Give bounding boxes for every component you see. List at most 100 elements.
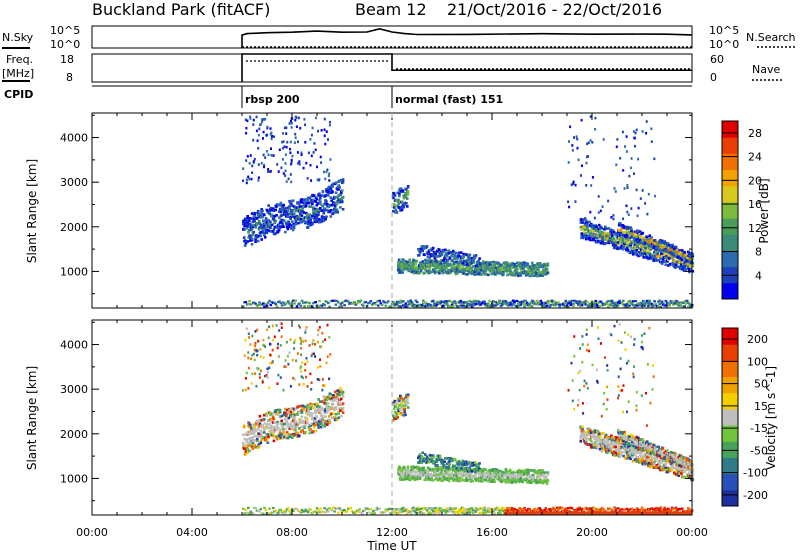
scatter-cell [288,302,291,305]
scatter-cell [512,303,515,306]
scatter-cell [470,305,474,308]
scatter-cell [270,430,273,433]
scatter-cell [629,243,632,247]
scatter-cell [493,264,496,268]
scatter-cell [330,199,333,202]
scatter-cell [448,473,452,476]
scatter-cell [594,299,598,303]
scatter-cell [668,251,672,254]
scatter-cell [298,302,301,305]
scatter-cell [402,473,405,476]
scatter-cell [687,259,690,263]
scatter-cell [438,248,441,251]
scatter-cell [523,263,526,266]
scatter-cell [442,259,445,262]
scatter-cell [632,300,635,303]
scatter-cell [626,184,629,187]
scatter-cell [452,469,455,472]
scatter-cell [428,258,432,262]
y-tick-label: 4000 [60,132,88,145]
scatter-cell [396,191,399,195]
scatter-cell [621,240,625,244]
scatter-cell [262,137,264,140]
scatter-cell [313,403,317,406]
scatter-cell [483,267,487,271]
scatter-cell [247,366,250,370]
scatter-cell [277,230,280,233]
scatter-cell [530,269,533,273]
scatter-cell [324,218,327,221]
scatter-cell [465,471,468,474]
scatter-cell [278,431,282,434]
scatter-cell [245,445,249,448]
scatter-cell [300,425,304,429]
scatter-cell [267,168,270,171]
scatter-cell [465,460,468,463]
scatter-cell [269,224,272,228]
scatter-cell [691,263,695,266]
colorbar-segment [722,201,738,219]
scatter-cell [504,300,508,303]
scatter-cell [435,255,438,259]
scatter-cell [456,462,459,466]
scatter-cell [531,473,535,477]
scatter-cell [341,402,345,405]
scatter-cell [294,338,297,342]
scatter-cell [478,472,481,476]
scatter-cell [660,254,664,258]
scatter-cell [530,261,534,265]
scatter-cell [515,270,518,273]
scatter-cell [251,220,255,224]
scatter-cell [688,265,692,268]
scatter-cell [440,253,444,256]
scatter-cell [687,257,691,261]
scatter-cell [320,215,324,218]
colorbar-segment [722,218,738,235]
scatter-cell [284,436,288,440]
scatter-cell [634,246,638,249]
scatter-cell [560,304,564,307]
scatter-cell [429,454,432,457]
scatter-cell [304,363,307,366]
scatter-cell [639,304,643,307]
scatter-cell [339,387,342,390]
scatter-cell [305,212,309,216]
scatter-cell [518,473,522,477]
scatter-cell [312,206,315,209]
scatter-cell [451,475,454,479]
scatter-cell [582,225,585,228]
scatter-cell [417,465,420,469]
scatter-cell [292,222,296,226]
scatter-cell [252,138,255,142]
scatter-cell [497,262,501,265]
scatter-cell [453,257,457,261]
scatter-cell [280,220,284,224]
scatter-cell [466,479,469,482]
scatter-cell [620,301,624,304]
scatter-cell [269,220,272,224]
scatter-cell [320,194,324,197]
scatter-cell [270,433,274,437]
scatter-cell [426,260,430,263]
scatter-cell [319,358,321,361]
scatter-cell [246,220,249,224]
scatter-cell [294,115,297,119]
scatter-cell [247,175,250,179]
scatter-cell [617,242,620,246]
scatter-cell [688,267,691,271]
scatter-cell [471,461,474,465]
scatter-cell [336,401,340,404]
scatter-cell [291,420,294,424]
scatter-cell [284,210,287,213]
scatter-cell [439,268,442,272]
colorbar-segment [722,137,738,154]
scatter-cell [245,440,249,444]
scatter-cell [446,466,450,470]
scatter-cell [597,195,600,198]
scatter-cell [406,406,410,409]
scatter-cell [316,378,319,381]
nave-label: Nave [752,63,780,76]
scatter-cell [634,131,637,135]
scatter-cell [313,416,317,420]
scatter-cell [590,184,593,187]
